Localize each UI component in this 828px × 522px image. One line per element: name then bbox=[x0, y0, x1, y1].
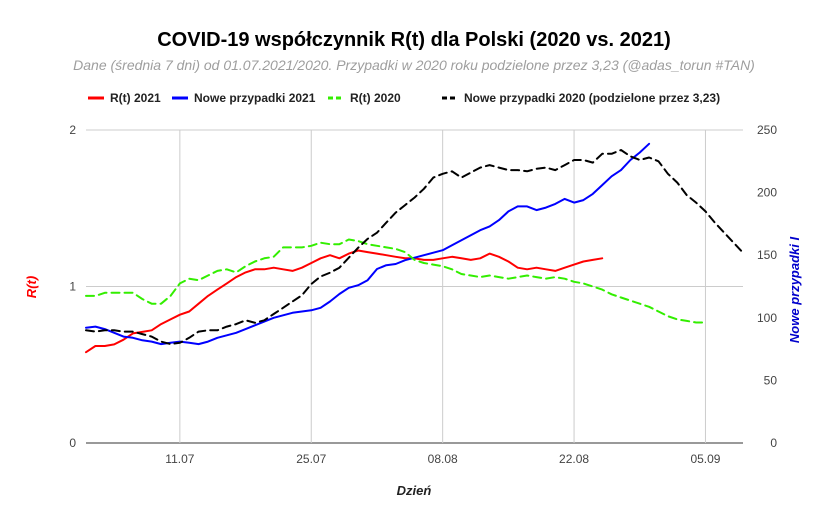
y-axis-right-title: Nowe przypadki I bbox=[787, 237, 802, 344]
series-line-r-t-2021 bbox=[85, 249, 604, 354]
x-tick-label: 25.07 bbox=[296, 452, 326, 466]
legend: R(t) 2021 Nowe przypadki 2021 R(t) 2020 Now… bbox=[88, 91, 720, 105]
series-lines bbox=[85, 142, 744, 354]
gridlines bbox=[86, 129, 743, 444]
legend-label: R(t) 2021 bbox=[110, 91, 161, 105]
y-right-tick-label: 50 bbox=[764, 373, 778, 387]
y-right-tick-label: 250 bbox=[757, 123, 777, 137]
x-axis-title: Dzień bbox=[397, 483, 432, 498]
y-right-tick-label: 200 bbox=[757, 186, 777, 200]
y-right-tick-label: 0 bbox=[770, 436, 777, 450]
x-tick-label: 05.09 bbox=[690, 452, 720, 466]
y-right-tick-label: 100 bbox=[757, 311, 777, 325]
axis-ticks: 0 1 2 0 50 100 150 200 250 11.07 25.07 08.08 22.08 05… bbox=[69, 123, 777, 466]
series-line-nowe-przypadki-2021 bbox=[85, 142, 651, 346]
y-axis-left-title: R(t) bbox=[24, 276, 39, 298]
legend-label: Nowe przypadki 2020 (podzielone przez 3,… bbox=[464, 91, 720, 105]
y-left-tick-label: 1 bbox=[69, 280, 76, 294]
legend-label: Nowe przypadki 2021 bbox=[194, 91, 316, 105]
legend-label: R(t) 2020 bbox=[350, 91, 401, 105]
series-line-nowe-przypadki-2020-podzielone-przez-3-23 bbox=[85, 149, 744, 346]
x-tick-label: 08.08 bbox=[428, 452, 458, 466]
y-left-tick-label: 0 bbox=[69, 436, 76, 450]
y-left-tick-label: 2 bbox=[69, 123, 76, 137]
series-line-r-t-2020 bbox=[85, 238, 707, 324]
chart-title: COVID-19 współczynnik R(t) dla Polski (2… bbox=[157, 29, 671, 51]
y-right-tick-label: 150 bbox=[757, 248, 777, 262]
x-tick-label: 22.08 bbox=[559, 452, 589, 466]
x-tick-label: 11.07 bbox=[165, 452, 194, 466]
chart-subtitle: Dane (średnia 7 dni) od 01.07.2021/2020.… bbox=[73, 57, 755, 73]
